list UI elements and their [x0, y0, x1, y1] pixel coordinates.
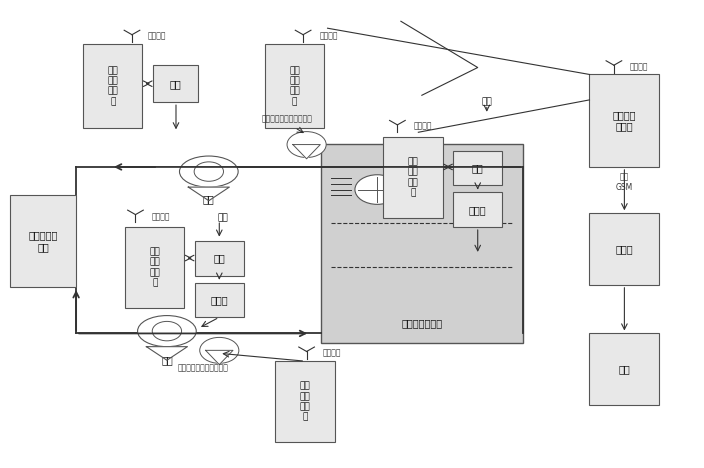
FancyBboxPatch shape	[125, 227, 184, 308]
FancyBboxPatch shape	[275, 361, 334, 442]
FancyBboxPatch shape	[83, 44, 142, 128]
FancyBboxPatch shape	[153, 65, 199, 102]
Text: 数据
采集
中继
器: 数据 采集 中继 器	[108, 66, 118, 106]
Text: 数据
采集
中继
器: 数据 采集 中继 器	[289, 66, 300, 106]
Text: 工业需冷却
设备: 工业需冷却 设备	[28, 230, 58, 252]
FancyBboxPatch shape	[384, 137, 443, 218]
Text: 数据集中
采集器: 数据集中 采集器	[612, 110, 636, 132]
FancyBboxPatch shape	[320, 144, 523, 343]
Text: 无线通信: 无线通信	[148, 31, 167, 41]
Text: 云平台: 云平台	[615, 244, 633, 254]
Text: 温度计、流量计、压力计: 温度计、流量计、压力计	[177, 364, 228, 373]
Polygon shape	[188, 187, 230, 201]
FancyBboxPatch shape	[453, 192, 502, 227]
Text: 变频器: 变频器	[210, 295, 228, 305]
Circle shape	[152, 322, 182, 341]
Text: 无线通信: 无线通信	[413, 122, 432, 131]
Circle shape	[200, 337, 239, 363]
FancyBboxPatch shape	[195, 241, 244, 276]
Text: 数据
采集
中继
器: 数据 采集 中继 器	[149, 248, 160, 288]
Ellipse shape	[137, 315, 196, 347]
Text: 数据
采集
中继
器: 数据 采集 中继 器	[408, 157, 418, 197]
Text: 数据
采集
中继
器: 数据 采集 中继 器	[299, 381, 310, 422]
FancyBboxPatch shape	[403, 181, 418, 199]
Text: 市电: 市电	[482, 98, 492, 107]
FancyBboxPatch shape	[589, 74, 660, 167]
Text: 市电: 市电	[218, 213, 228, 222]
Text: 电表: 电表	[170, 79, 182, 89]
Text: 无线通信: 无线通信	[630, 62, 648, 71]
FancyBboxPatch shape	[265, 44, 324, 128]
Circle shape	[194, 162, 223, 181]
Text: 风机盘管局热器: 风机盘管局热器	[401, 318, 442, 328]
Polygon shape	[206, 351, 233, 365]
Text: 无线通信: 无线通信	[151, 212, 170, 221]
Text: 电表: 电表	[472, 163, 484, 173]
Circle shape	[355, 175, 400, 205]
FancyBboxPatch shape	[453, 151, 502, 185]
Ellipse shape	[180, 156, 238, 187]
Circle shape	[287, 132, 326, 158]
FancyBboxPatch shape	[10, 195, 76, 287]
Text: 温度计、流量计、压力计: 温度计、流量计、压力计	[261, 114, 312, 123]
Text: 网口
GSM: 网口 GSM	[616, 173, 633, 192]
Polygon shape	[293, 145, 320, 159]
Text: 电表: 电表	[213, 253, 225, 263]
Polygon shape	[146, 347, 187, 360]
Text: 变频器: 变频器	[469, 205, 486, 215]
Text: 水泵: 水泵	[161, 355, 172, 365]
FancyBboxPatch shape	[589, 333, 660, 405]
Text: 水泵: 水泵	[203, 194, 215, 205]
Text: 用户: 用户	[619, 364, 630, 374]
FancyBboxPatch shape	[589, 213, 660, 285]
Text: 无线通信: 无线通信	[322, 349, 341, 358]
Text: 无线通信: 无线通信	[319, 31, 338, 41]
FancyBboxPatch shape	[195, 283, 244, 317]
